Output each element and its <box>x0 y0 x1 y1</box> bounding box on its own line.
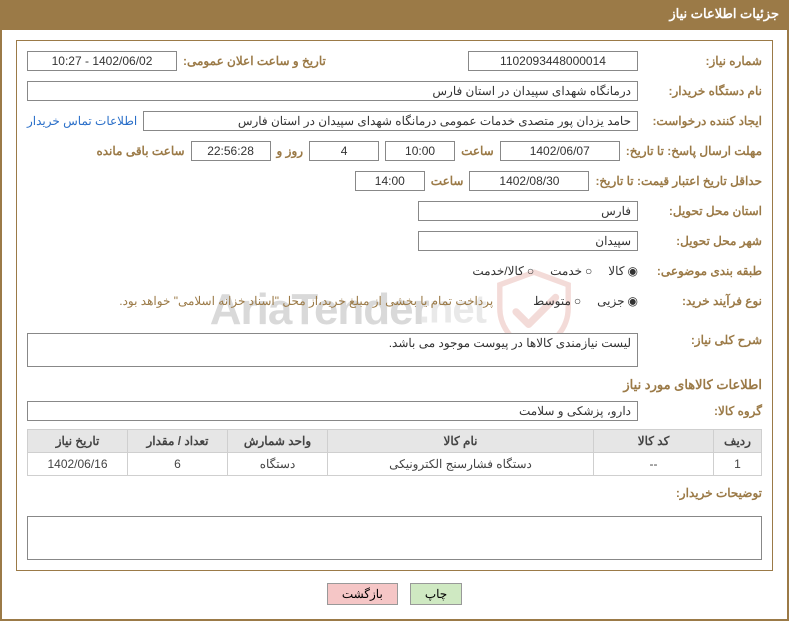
requester-label: ایجاد کننده درخواست: <box>644 114 762 128</box>
buyer-notes-label: توضیحات خریدار: <box>644 486 762 500</box>
th-row: ردیف <box>714 430 762 453</box>
days-and-label: روز و <box>277 144 304 158</box>
announce-datetime-value: 1402/06/02 - 10:27 <box>27 51 177 71</box>
radio-dot-icon: ○ <box>585 264 592 278</box>
td-qty: 6 <box>128 453 228 476</box>
delivery-city-label: شهر محل تحویل: <box>644 234 762 248</box>
radio-goods-service-label: کالا/خدمت <box>472 264 523 278</box>
radio-goods-label: کالا <box>608 264 624 278</box>
radio-dot-icon: ◉ <box>628 294 638 308</box>
radio-service-label: خدمت <box>550 264 582 278</box>
delivery-province-value: فارس <box>418 201 638 221</box>
radio-dot-icon: ○ <box>574 294 581 308</box>
footer-buttons: چاپ بازگشت <box>16 583 773 605</box>
radio-medium-label: متوسط <box>533 294 571 308</box>
delivery-province-label: استان محل تحویل: <box>644 204 762 218</box>
th-qty: تعداد / مقدار <box>128 430 228 453</box>
goods-group-value: دارو، پزشکی و سلامت <box>27 401 638 421</box>
buyer-notes-box <box>27 516 762 560</box>
hour-label-2: ساعت <box>431 174 464 188</box>
goods-info-title: اطلاعات کالاهای مورد نیاز <box>27 377 762 393</box>
delivery-city-value: سپیدان <box>418 231 638 251</box>
th-unit: واحد شمارش <box>228 430 328 453</box>
radio-partial[interactable]: ◉ جزیی <box>597 294 638 308</box>
td-unit: دستگاه <box>228 453 328 476</box>
panel-body: AriaTender.net شماره نیاز: 1102093448000… <box>0 28 789 621</box>
td-need-date: 1402/06/16 <box>28 453 128 476</box>
general-desc-value: لیست نیازمندی کالاها در پیوست موجود می ب… <box>27 333 638 367</box>
general-desc-label: شرح کلی نیاز: <box>644 333 762 347</box>
time-left-value: 22:56:28 <box>191 141 271 161</box>
td-row: 1 <box>714 453 762 476</box>
deadline-date-value: 1402/06/07 <box>500 141 620 161</box>
goods-group-label: گروه کالا: <box>644 404 762 418</box>
announce-label: تاریخ و ساعت اعلان عمومی: <box>183 54 326 68</box>
buyer-org-value: درمانگاه شهدای سپیدان در استان فارس <box>27 81 638 101</box>
payment-note: پرداخت تمام یا بخشی از مبلغ خرید،از محل … <box>119 294 493 308</box>
th-need-date: تاریخ نیاز <box>28 430 128 453</box>
hour-label-1: ساعت <box>461 144 494 158</box>
table-row: 1 -- دستگاه فشارسنج الکترونیکی دستگاه 6 … <box>28 453 762 476</box>
validity-date-value: 1402/08/30 <box>469 171 589 191</box>
panel-title: جزئیات اطلاعات نیاز <box>0 0 789 28</box>
radio-goods-service[interactable]: ○ کالا/خدمت <box>472 264 534 278</box>
deadline-hour-value: 10:00 <box>385 141 455 161</box>
th-name: نام کالا <box>328 430 594 453</box>
deadline-label: مهلت ارسال پاسخ: تا تاریخ: <box>626 144 762 158</box>
table-header-row: ردیف کد کالا نام کالا واحد شمارش تعداد /… <box>28 430 762 453</box>
radio-medium[interactable]: ○متوسط <box>533 294 581 308</box>
td-code: -- <box>594 453 714 476</box>
category-label: طبقه بندی موضوعی: <box>644 264 762 278</box>
validity-label: حداقل تاریخ اعتبار قیمت: تا تاریخ: <box>595 174 762 188</box>
need-number-label: شماره نیاز: <box>644 54 762 68</box>
radio-partial-label: جزیی <box>597 294 624 308</box>
radio-dot-icon: ○ <box>527 264 534 278</box>
radio-service[interactable]: ○خدمت <box>550 264 592 278</box>
radio-dot-icon: ◉ <box>628 264 638 278</box>
buyer-contact-link[interactable]: اطلاعات تماس خریدار <box>27 114 137 128</box>
print-button[interactable]: چاپ <box>410 583 462 605</box>
td-name: دستگاه فشارسنج الکترونیکی <box>328 453 594 476</box>
back-button[interactable]: بازگشت <box>327 583 398 605</box>
goods-table: ردیف کد کالا نام کالا واحد شمارش تعداد /… <box>27 429 762 476</box>
purchase-type-label: نوع فرآیند خرید: <box>644 294 762 308</box>
need-number-value: 1102093448000014 <box>468 51 638 71</box>
radio-goods[interactable]: ◉ کالا <box>608 264 638 278</box>
validity-hour-value: 14:00 <box>355 171 425 191</box>
buyer-org-label: نام دستگاه خریدار: <box>644 84 762 98</box>
days-left-value: 4 <box>309 141 379 161</box>
th-code: کد کالا <box>594 430 714 453</box>
requester-value: حامد یزدان پور متصدی خدمات عمومی درمانگا… <box>143 111 638 131</box>
details-box: شماره نیاز: 1102093448000014 تاریخ و ساع… <box>16 40 773 571</box>
hours-left-label: ساعت باقی مانده <box>96 144 184 158</box>
